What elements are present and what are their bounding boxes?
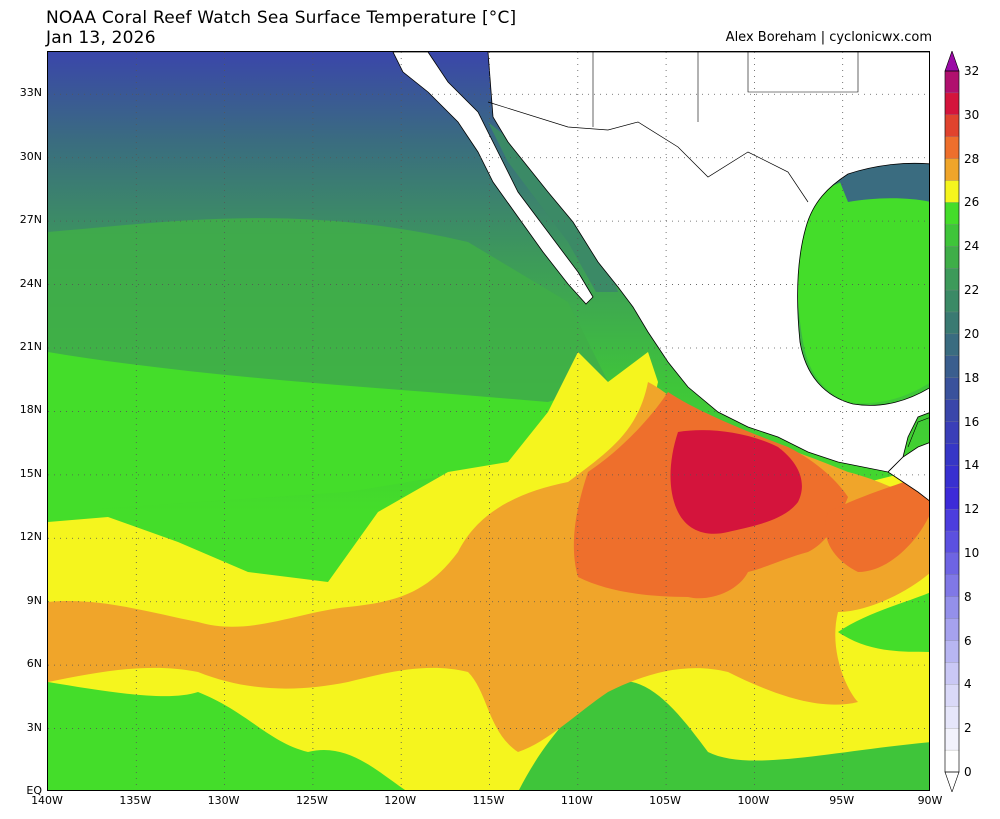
sst-zone-25-east [838,592,929,652]
colorbar-bin [944,268,960,291]
longitude-tick-label: 105W [649,794,682,807]
colorbar-tick-label: 26 [964,195,980,210]
colorbar-bin [944,246,960,269]
latitude-tick-label: 12N [19,530,42,544]
colorbar-tick-label: 28 [964,151,980,166]
guatemala-border [907,417,929,448]
colorbar-bin [944,70,960,94]
latitude-tick-label: 6N [26,657,42,671]
latitude-tick-label: 21N [19,340,42,353]
colorbar-tick-label: 12 [964,502,980,517]
temperature-colorbar [944,51,960,792]
colorbar-tick-label: 22 [964,283,980,298]
colorbar-tick-label: 4 [964,677,972,692]
sst-zone-24-south [519,680,929,790]
colorbar-bin [944,640,960,664]
longitude-tick-label: 125W [295,794,328,807]
gulf-of-california-sst [488,122,618,292]
map-credit: Alex Boreham | cyclonicwx.com [725,30,932,45]
colorbar-bin [944,180,960,204]
colorbar-outline [944,70,960,773]
colorbar-bin [944,596,960,620]
colorbar-tick-label: 16 [964,414,980,429]
latitude-tick-label: 27N [19,213,42,227]
colorbar-bin [944,574,960,598]
longitude-tick-label: 90W [917,794,943,807]
latitude-tick-label: 30N [19,149,42,163]
colorbar-bin [944,311,960,335]
state-borders [592,52,859,127]
colorbar-bin [944,377,960,401]
colorbar-max-arrow [944,51,960,72]
colorbar-tick-label: 18 [964,370,980,385]
colorbar-bin [944,333,960,357]
sst-zone-25-south-west [48,682,406,790]
map-date: Jan 13, 2026 [46,28,156,48]
colorbar-min-arrow [944,771,960,792]
colorbar-tick-label: 2 [964,721,972,736]
colorbar-tick-label: 6 [964,633,972,648]
colorbar-bin [944,136,960,160]
colorbar-bin [944,443,960,466]
colorbar-bin [944,530,960,554]
longitude-tick-label: 110W [560,794,593,807]
colorbar-bin [944,684,960,707]
map-title-block: NOAA Coral Reef Watch Sea Surface Temper… [46,8,516,48]
gulf-of-mexico-sst [797,170,929,404]
gulf-of-mexico-north-cool [838,163,929,202]
sst-zone-25 [48,352,658,512]
colorbar-bin [944,158,960,182]
colorbar-bin [944,706,960,729]
colorbar-bin [944,224,960,247]
colorbar-tick-label: 10 [964,545,980,560]
latitude-tick-label: 18N [19,403,42,417]
colorbar-bin [944,749,960,773]
colorbar-bin [944,399,960,423]
colorbar-bin [944,202,960,225]
colorbar-bin [944,289,960,313]
latitude-tick-label: 15N [19,466,42,480]
central-america [887,442,929,501]
colorbar-bin [944,92,960,116]
colorbar-bin [944,508,960,532]
longitude-tick-label: 115W [472,794,505,807]
longitude-tick-label: 140W [31,794,63,807]
colorbar-tick-label: 32 [964,64,980,78]
mexico-usa-landmass [487,52,929,473]
colorbar-tick-label: 24 [964,239,980,254]
colorbar-bin [944,421,960,445]
longitude-tick-label: 100W [737,794,770,807]
colorbar-bin [944,355,960,379]
colorbar-tick-label: 8 [964,589,972,604]
colorbar-bin [944,662,960,686]
latitude-tick-label: 24N [19,276,42,290]
longitude-tick-label: 95W [829,794,855,807]
colorbar-bin [944,552,960,576]
sst-map [47,51,930,791]
colorbar-tick-label: 20 [964,326,980,341]
latitude-tick-label: EQ [26,784,42,797]
sst-zone-30 [670,430,802,534]
colorbar-bin [944,487,960,510]
us-mexico-border [487,101,809,203]
colorbar-bin [944,728,960,751]
longitude-tick-label: 120W [384,794,417,807]
latitude-tick-label: 3N [26,720,42,734]
longitude-tick-label: 135W [119,794,152,807]
longitude-tick-label: 130W [207,794,240,807]
map-title: NOAA Coral Reef Watch Sea Surface Temper… [46,8,517,28]
baja-california [392,52,594,305]
latitude-tick-label: 9N [26,593,42,607]
colorbar-bin [944,465,960,488]
colorbar-tick-label: 14 [964,458,980,473]
sst-map-canvas [48,52,929,790]
colorbar-tick-label: 0 [964,765,972,779]
colorbar-bin [944,114,960,138]
latitude-tick-label: 33N [19,86,42,100]
colorbar-bin [944,618,960,642]
sst-zone-28-east [825,472,929,572]
colorbar-tick-label: 30 [964,107,980,122]
